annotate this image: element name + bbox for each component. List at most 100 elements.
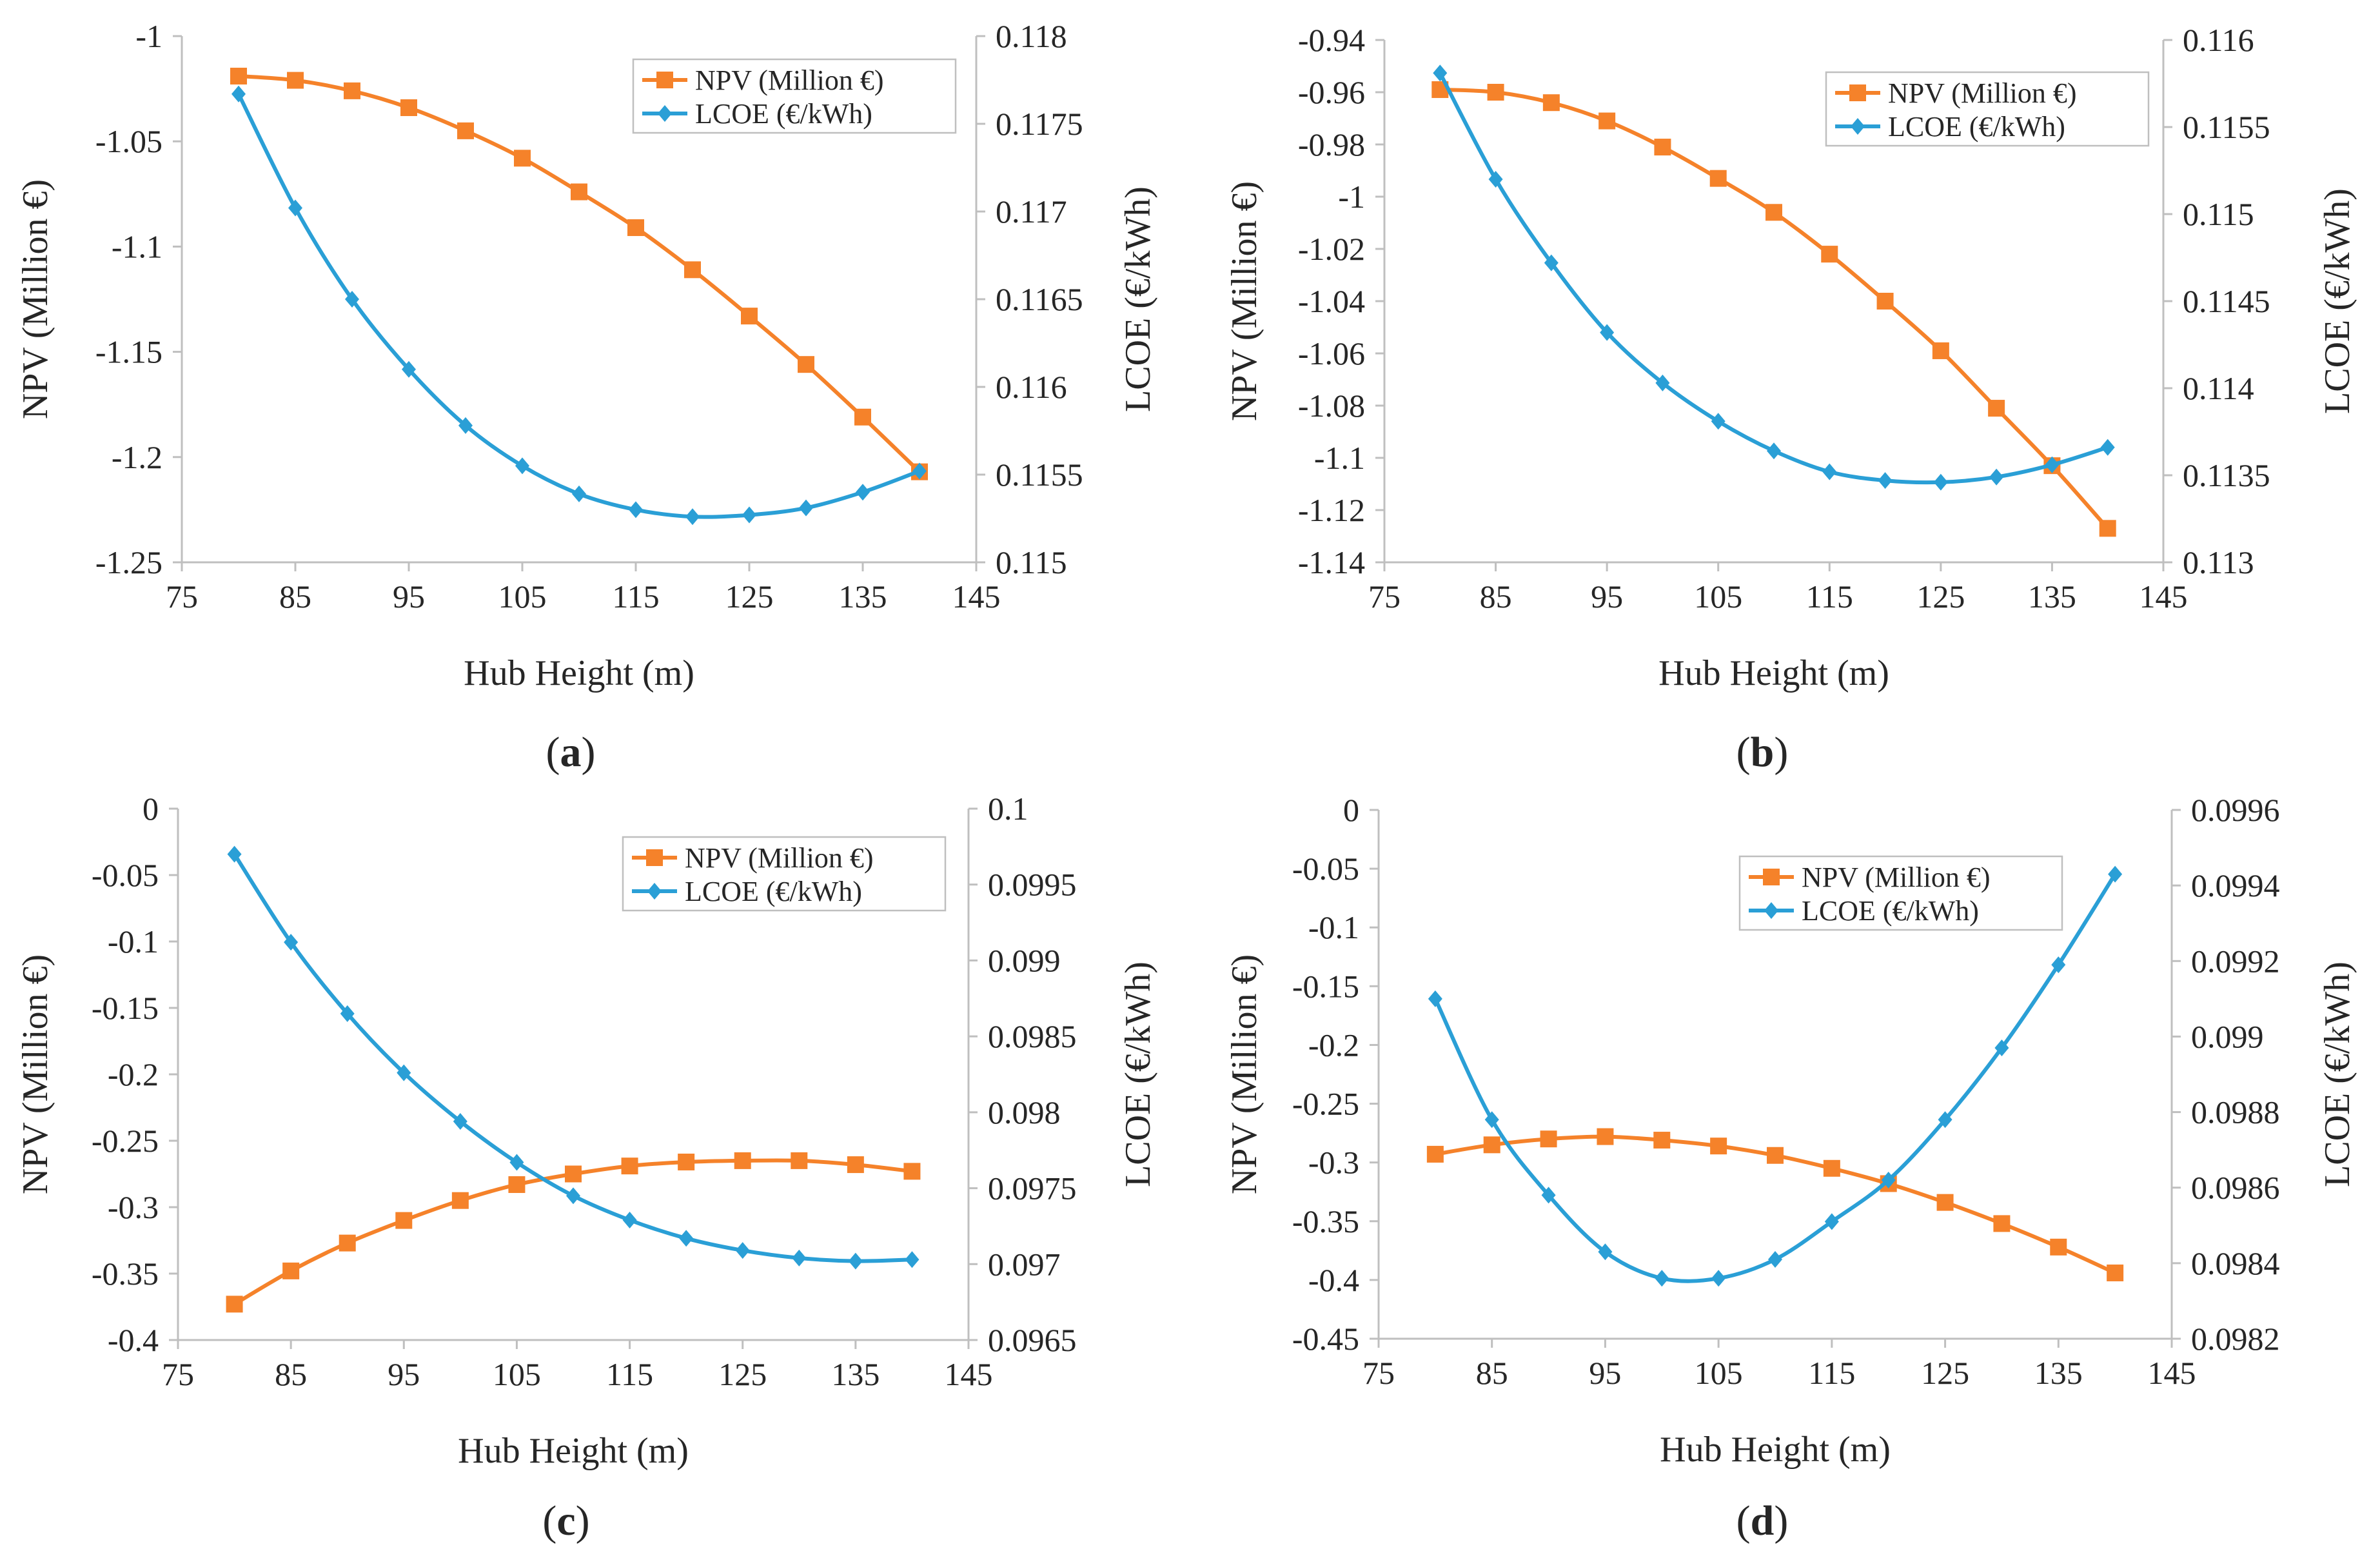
legend-label: NPV (Million €) (1888, 77, 2077, 109)
data-point (1881, 1172, 1896, 1188)
data-point (227, 845, 242, 863)
data-point (1598, 112, 1616, 130)
data-point (741, 308, 758, 325)
y-tick-label: -0.1 (1308, 909, 1359, 945)
data-point (799, 499, 813, 517)
x-tick-label: 125 (718, 1356, 767, 1392)
data-point (1655, 1270, 1669, 1287)
y-tick-label: -0.98 (1298, 126, 1365, 163)
data-point (1932, 342, 1949, 359)
y2-tick-label: 0.0994 (2191, 867, 2280, 903)
x-tick-label: 125 (1921, 1355, 1969, 1391)
y2-tick-label: 0.0988 (2191, 1094, 2280, 1130)
legend-label: LCOE (€/kWh) (695, 98, 872, 130)
data-point (627, 219, 644, 237)
data-point (1988, 400, 2005, 417)
y-tick-label: -1.12 (1298, 492, 1365, 528)
x-tick-label: 105 (1695, 1355, 1743, 1391)
data-point (288, 199, 302, 217)
data-point (565, 1165, 582, 1183)
y-tick-label: -0.96 (1298, 74, 1365, 110)
y2-tick-label: 0.1135 (2183, 457, 2270, 493)
data-point (1710, 1138, 1727, 1155)
y-tick-label: -0.2 (108, 1056, 159, 1092)
x-tick-label: 115 (606, 1356, 653, 1392)
panel-caption: (a) (546, 729, 596, 776)
y-tick-label: -1.1 (112, 228, 162, 264)
x-tick-label: 105 (498, 578, 547, 615)
y2-tick-label: 0.0995 (988, 867, 1077, 903)
caption-close: ) (1774, 729, 1788, 776)
data-point (792, 1249, 807, 1266)
legend-box (1825, 71, 2150, 147)
legend-label: NPV (Million €) (1802, 862, 1991, 893)
data-point (791, 1152, 808, 1169)
y2-tick-label: 0.116 (996, 369, 1067, 405)
chart-panel-b: 75 85 95 105 115 125 135 145 -0.94 -0.96 -0.98 -1 -1… (1224, 22, 2357, 776)
data-point (684, 261, 701, 279)
data-point (282, 1262, 300, 1279)
y2-tick-label: 0.117 (996, 193, 1067, 230)
data-point (457, 122, 474, 139)
caption-open: ( (546, 729, 560, 776)
data-point (566, 1187, 580, 1205)
x-tick-label: 85 (1480, 578, 1512, 615)
data-point (1654, 139, 1671, 156)
x-tick-label: 95 (1591, 578, 1623, 615)
y2-tick-label: 0.0965 (988, 1322, 1077, 1358)
data-point (1540, 1130, 1557, 1148)
y-tick-label: -0.35 (92, 1256, 159, 1292)
y-tick-label: -0.15 (92, 990, 159, 1026)
data-point (230, 68, 247, 85)
data-point (1711, 413, 1726, 430)
data-point (514, 150, 531, 167)
data-point (1768, 1251, 1782, 1268)
y-tick-label: -1.25 (95, 544, 162, 580)
data-point (458, 417, 473, 434)
y-tick-label: -0.25 (92, 1123, 159, 1159)
y2-tick-label: 0.118 (996, 18, 1067, 54)
data-point (1598, 1243, 1613, 1261)
x-tick-label: 135 (831, 1356, 880, 1392)
y2-tick-label: 0.116 (2183, 22, 2254, 58)
x-tick-label: 75 (162, 1356, 194, 1392)
y-tick-label: -0.35 (1292, 1203, 1359, 1239)
data-point (395, 1212, 413, 1229)
data-point (1933, 473, 1948, 491)
caption-open: ( (1736, 1497, 1751, 1544)
y-tick-label: 0 (143, 791, 159, 827)
data-point (340, 1005, 355, 1022)
y2-tick-label: 0.099 (2191, 1018, 2264, 1054)
y-tick-label: -0.3 (108, 1189, 159, 1225)
x-tick-label: 75 (166, 578, 198, 615)
x-tick-label: 145 (945, 1356, 993, 1392)
x-tick-label: 145 (2148, 1355, 2196, 1391)
y2-axis-title: LCOE (€/kWh) (2317, 961, 2357, 1187)
data-point (1821, 246, 1838, 263)
data-point (2100, 439, 2115, 456)
panel-caption: (d) (1736, 1497, 1789, 1544)
y-axis-title: NPV (Million €) (15, 179, 55, 419)
legend-swatch-marker (658, 105, 672, 122)
y-axis-title: NPV (Million €) (1224, 954, 1264, 1194)
legend-box (1738, 855, 2063, 931)
data-point (397, 1064, 411, 1081)
y2-axis-title: LCOE (€/kWh) (1118, 961, 1158, 1187)
data-point (847, 1156, 864, 1174)
y-tick-label: -1 (135, 18, 162, 54)
x-tick-label: 115 (1806, 578, 1853, 615)
y-tick-label: -1.02 (1298, 231, 1365, 267)
data-point (1936, 1194, 1954, 1211)
legend-swatch-marker (646, 849, 663, 866)
x-tick-label: 135 (2028, 578, 2076, 615)
legend-swatch-marker (1763, 869, 1780, 885)
series-lcoe (1433, 64, 2115, 491)
series-lcoe (1428, 865, 2123, 1287)
data-point (1993, 1215, 2011, 1232)
legend-label: NPV (Million €) (695, 64, 884, 96)
x-tick-label: 135 (839, 578, 887, 615)
y2-tick-label: 0.1155 (996, 457, 1083, 493)
y2-axis-title: LCOE (€/kWh) (1118, 186, 1158, 412)
x-tick-label: 115 (1808, 1355, 1855, 1391)
x-tick-label: 75 (1368, 578, 1401, 615)
